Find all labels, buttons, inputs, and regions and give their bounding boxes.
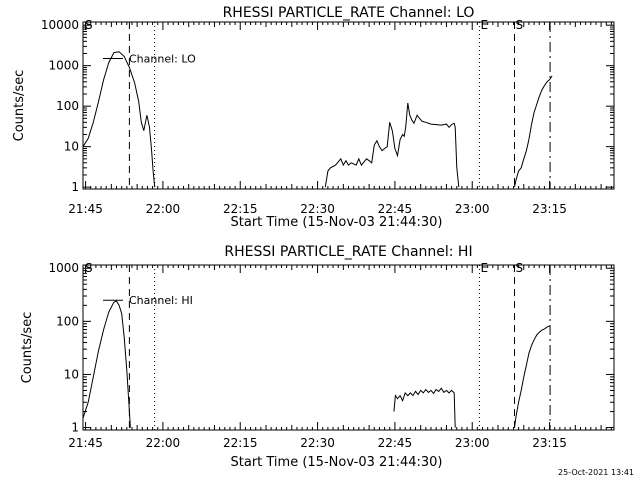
series-line-segment: [514, 75, 553, 188]
x-tick-label: 21:45: [68, 202, 103, 216]
y-tick-label: 100: [56, 99, 79, 113]
x-axis-label: Start Time (15-Nov-03 21:44:30): [231, 215, 443, 230]
x-tick-label: 22:00: [146, 202, 181, 216]
series-line-segment: [514, 325, 550, 428]
marker-label: S: [516, 261, 524, 275]
x-tick-label: 22:15: [223, 202, 258, 216]
y-tick-label: 1: [71, 180, 79, 194]
chart-panel-lo: RHESSI PARTICLE_RATE Channel: LO 1 10 100 10…: [12, 5, 615, 230]
plot-frame: [82, 264, 615, 431]
y-tick-label: 1: [71, 421, 79, 435]
x-tick-label: 22:45: [378, 436, 413, 450]
x-tick-label: 23:15: [532, 436, 567, 450]
y-axis-label: Counts/sec: [12, 70, 27, 142]
x-tick-label: 22:00: [146, 436, 181, 450]
marker-label: E: [480, 261, 488, 275]
y-tick-label: 10000: [41, 18, 79, 32]
marker-label: S: [85, 18, 93, 32]
x-tick-label: 22:30: [300, 436, 335, 450]
marker-label: E: [480, 18, 488, 32]
x-axis-label: Start Time (15-Nov-03 21:44:30): [231, 455, 443, 470]
y-axis-label: Counts/sec: [20, 312, 35, 384]
series-line-segment: [82, 51, 156, 188]
x-tick-label: 23:00: [455, 436, 490, 450]
series-line-segment: [393, 387, 456, 428]
marker-label: S: [516, 18, 524, 32]
x-tick-label: 22:45: [378, 202, 413, 216]
chart-panel-hi: RHESSI PARTICLE_RATE Channel: HI 1 10 100 10…: [20, 244, 615, 470]
plot-frame: [82, 21, 615, 190]
chart-title: RHESSI PARTICLE_RATE Channel: HI: [224, 244, 472, 260]
legend-label: Channel: LO: [129, 53, 196, 66]
y-tick-label: 1000: [48, 261, 79, 275]
x-tick-label: 22:15: [223, 436, 258, 450]
x-tick-label: 23:00: [455, 202, 490, 216]
y-tick-label: 10: [64, 367, 79, 381]
series-line-segment: [82, 300, 131, 428]
y-tick-label: 100: [56, 314, 79, 328]
series-line-segment: [324, 102, 460, 188]
x-tick-label: 23:15: [532, 202, 567, 216]
chart-title: RHESSI PARTICLE_RATE Channel: LO: [223, 5, 475, 21]
marker-label: S: [85, 261, 93, 275]
x-tick-label: 22:30: [300, 202, 335, 216]
y-tick-label: 1000: [48, 59, 79, 73]
legend-label: Channel: HI: [129, 294, 193, 307]
footer-timestamp: 25-Oct-2021 13:41: [558, 468, 634, 477]
y-tick-label: 10: [64, 140, 79, 154]
x-tick-label: 21:45: [68, 436, 103, 450]
